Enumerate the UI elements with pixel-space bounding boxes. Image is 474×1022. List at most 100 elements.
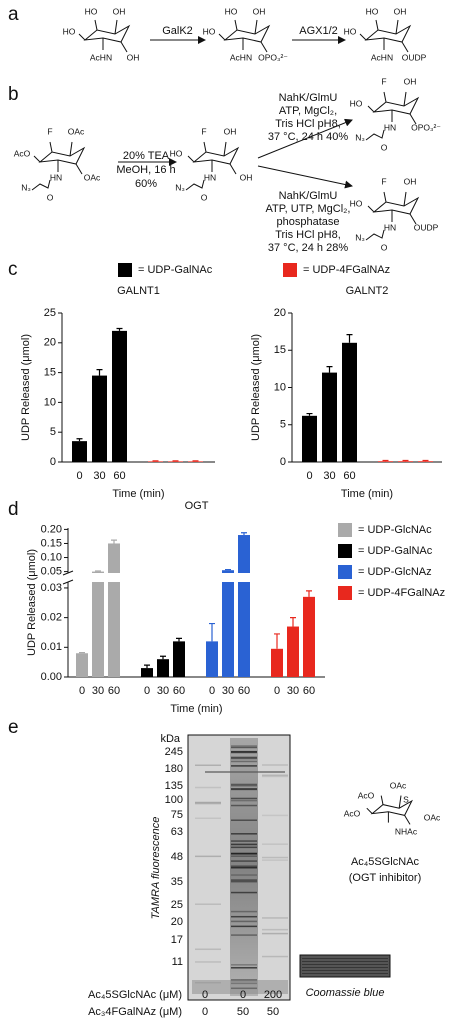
legend-swatch (338, 523, 352, 537)
bar (92, 375, 107, 462)
gel-band (231, 751, 257, 754)
bar-lower-part (92, 582, 104, 677)
legend-label: = UDP-GlcNAz (358, 566, 432, 578)
bond (223, 141, 227, 157)
atom-label: HO (85, 6, 98, 16)
atom-label: O (381, 242, 388, 252)
unit-label: kDa (160, 733, 180, 745)
atom-label: AcHN (90, 52, 112, 62)
y-tick-label: 25 (44, 307, 56, 319)
atom-label: OH (127, 52, 140, 62)
x-tick-label: 60 (303, 685, 315, 697)
gel-band (262, 917, 288, 919)
bar-lower-part (238, 582, 250, 677)
atom-label: HO (203, 26, 216, 36)
atom-label: AcHN (371, 52, 393, 62)
bar (112, 330, 127, 462)
gel-band (231, 879, 257, 882)
gel-band (231, 891, 257, 894)
bond (229, 163, 237, 175)
reagent: NahK/GlmU (279, 92, 338, 104)
condition-value: 0 (202, 1006, 208, 1018)
atom-label: F (201, 126, 206, 136)
sugar-ring (83, 24, 131, 43)
y-tick-label: 10 (274, 381, 286, 393)
atom-label: AcHN (230, 52, 252, 62)
x-axis-label: Time (min) (170, 703, 222, 715)
reaction-arrow (257, 118, 353, 159)
amide-chain (365, 129, 385, 141)
gel-band (231, 846, 257, 849)
gel-band (231, 967, 257, 969)
x-axis-label: Time (min) (112, 488, 164, 500)
atom-label: OH (404, 176, 417, 186)
x-tick-label: 30 (157, 685, 169, 697)
y-tick-label: 20 (44, 337, 56, 349)
condition-value: 0 (240, 989, 246, 1001)
bar (148, 461, 163, 462)
compound-name: Ac₄5SGlcNAc (351, 856, 420, 868)
error-bar (209, 622, 215, 642)
gel-band (231, 925, 257, 928)
bar (287, 626, 299, 677)
atom-label: HO (344, 26, 357, 36)
gel-band (262, 843, 288, 845)
gel-band (195, 817, 221, 820)
y-tick-label: 10 (44, 396, 56, 408)
y-tick-label: 5 (280, 419, 286, 431)
bar-upper-part (108, 543, 120, 573)
error-bar (422, 459, 429, 462)
atom-label: HN (50, 172, 62, 182)
marker-label: 11 (172, 956, 183, 968)
x-tick-label: 60 (108, 685, 120, 697)
gel-band (302, 973, 388, 974)
reagent: 20% TEA (123, 150, 170, 162)
x-tick-label: 60 (173, 685, 185, 697)
legend-label: = UDP-GalNAc (358, 545, 433, 557)
marker-label: 180 (165, 763, 183, 775)
gel-band (231, 765, 257, 767)
reagent: NahK/GlmU (279, 190, 338, 202)
x-tick-label: 60 (113, 470, 125, 482)
error-bar (402, 459, 409, 462)
atom-label: F (381, 76, 386, 86)
sugar-ring (38, 146, 86, 165)
bar (76, 653, 88, 677)
gel-band (231, 920, 257, 923)
error-bar (96, 369, 103, 376)
bar (206, 641, 218, 677)
atom-label: OAc (84, 172, 101, 182)
atom-label: OH (240, 172, 253, 182)
x-axis-label: Time (min) (341, 488, 393, 500)
reagent: 60% (135, 178, 157, 190)
gel-band (262, 932, 288, 935)
atom-label: HO (366, 6, 379, 16)
error-bar (326, 366, 333, 373)
panel-letter: c (8, 259, 18, 280)
sugar-ring (364, 24, 412, 43)
gel-band (195, 961, 221, 963)
bond (69, 141, 73, 157)
bond (375, 19, 379, 31)
bond (78, 33, 86, 41)
bar (271, 648, 283, 677)
bar-upper-part (238, 535, 250, 573)
gel-band (262, 814, 288, 817)
legend-label: = UDP-GalNAc (138, 264, 213, 276)
y-axis-label: UDP Released (μmol) (26, 549, 38, 656)
y-tick-label: 0.20 (41, 523, 62, 535)
gel-band (231, 756, 257, 759)
bond (409, 213, 417, 225)
gel-band (231, 964, 257, 966)
gel-band (231, 843, 257, 845)
atom-label: OAc (424, 812, 441, 822)
error-bar (116, 327, 123, 331)
bond (367, 205, 375, 213)
atom-label: F (47, 126, 52, 136)
gel-band (231, 745, 257, 747)
bar (398, 461, 413, 462)
gel-band (231, 979, 257, 981)
bond (359, 33, 367, 41)
gel-band (231, 880, 257, 883)
